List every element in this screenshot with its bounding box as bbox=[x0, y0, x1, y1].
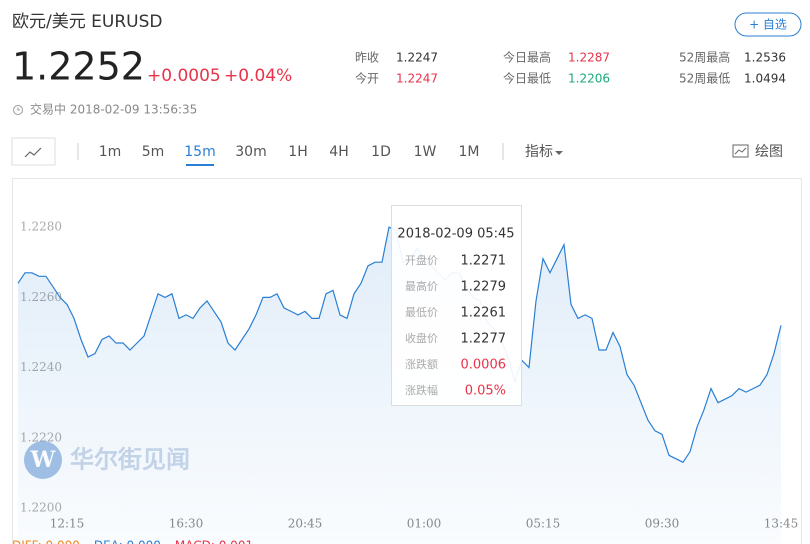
interval-tab[interactable]: 1H bbox=[288, 144, 307, 160]
stat-label: 52周最高 bbox=[679, 50, 730, 65]
watermark: W 华尔街见闻 bbox=[24, 441, 190, 479]
watchlist-button[interactable]: + 自选 bbox=[734, 12, 802, 37]
interval-tab[interactable]: 1W bbox=[414, 144, 437, 160]
tooltip-label: 涨跌额 bbox=[405, 357, 438, 371]
button-frame[interactable] bbox=[734, 12, 802, 37]
tooltip-value: 0.05% bbox=[465, 384, 506, 399]
button-frame[interactable] bbox=[11, 137, 56, 166]
interval-tab[interactable]: 1D bbox=[371, 144, 391, 160]
status: 交易中 2018-02-09 13:56:35 bbox=[30, 102, 197, 117]
tooltip: 2018-02-09 05:45 开盘价 1.2271 最高价 1.2279 最低价 1.… bbox=[391, 205, 522, 406]
price-change: +0.0005 bbox=[147, 66, 221, 86]
dropdown-arrow[interactable] bbox=[555, 151, 563, 155]
tooltip-frame bbox=[391, 205, 522, 406]
stat-value: 1.2287 bbox=[568, 51, 610, 65]
price-change-pct: +0.04% bbox=[224, 66, 292, 86]
clock-icon bbox=[13, 105, 23, 115]
y-tick-label: 1.2280 bbox=[20, 220, 62, 234]
watermark-text: 华尔街见闻 bbox=[70, 445, 190, 474]
stat-value: 1.2536 bbox=[744, 51, 786, 65]
stat-label: 昨收 bbox=[355, 51, 379, 65]
interval-tab[interactable]: 5m bbox=[142, 144, 165, 160]
interval-tabs: 1m 5m 15m 30m 1H 4H 1D 1W 1M bbox=[99, 144, 480, 166]
draw-button[interactable]: 绘图 bbox=[755, 144, 783, 160]
stat-value: 1.2206 bbox=[568, 72, 610, 86]
svg-text:W: W bbox=[30, 447, 56, 473]
indicator-label: DIFF: 0.000 bbox=[12, 539, 80, 544]
draw-icon[interactable] bbox=[732, 144, 749, 158]
title: 欧元/美元 EURUSD bbox=[12, 12, 162, 32]
chart-type-button[interactable] bbox=[11, 137, 56, 166]
stat-label: 52周最低 bbox=[679, 72, 730, 86]
tooltip-value: 1.2261 bbox=[461, 306, 507, 321]
stat-value: 1.2247 bbox=[396, 51, 438, 65]
interval-tab[interactable]: 30m bbox=[235, 144, 266, 160]
tooltip-value: 1.2271 bbox=[461, 254, 507, 269]
interval-tab[interactable]: 15m bbox=[184, 144, 215, 160]
indicator-menu[interactable]: 指标 bbox=[525, 144, 553, 160]
stats: 昨收 1.2247 今开 1.2247 今日最高 1.2287 今日最低 1.2206 52周最… bbox=[355, 50, 786, 86]
indicators: DIFF: 0.000 DEA: 0.000 MACD: 0.001 bbox=[12, 539, 253, 544]
interval-tab[interactable]: 1m bbox=[99, 144, 122, 160]
stat-label: 今日最高 bbox=[503, 50, 551, 65]
tooltip-value: 1.2277 bbox=[461, 332, 507, 347]
price: 1.2252 bbox=[12, 45, 145, 89]
stat-value: 1.2247 bbox=[396, 72, 438, 86]
stat-label: 今开 bbox=[355, 71, 379, 86]
tooltip-label: 涨跌幅 bbox=[405, 383, 438, 397]
tooltip-label: 最低价 bbox=[405, 306, 438, 319]
line-icon[interactable] bbox=[24, 147, 42, 158]
interval-tab[interactable]: 4H bbox=[329, 144, 348, 160]
interval-tab[interactable]: 1M bbox=[459, 144, 480, 160]
tooltip-label: 开盘价 bbox=[405, 253, 438, 267]
stat-label: 今日最低 bbox=[503, 71, 551, 86]
button-label[interactable]: + 自选 bbox=[749, 18, 787, 32]
tooltip-time: 2018-02-09 05:45 bbox=[397, 227, 514, 242]
stat-value: 1.0494 bbox=[744, 72, 786, 86]
tooltip-label: 收盘价 bbox=[405, 331, 438, 345]
indicator-label: MACD: 0.001 bbox=[175, 539, 253, 544]
indicator-label: DEA: 0.000 bbox=[94, 539, 161, 544]
tooltip-value: 0.0006 bbox=[461, 358, 507, 373]
tooltip-label: 最高价 bbox=[405, 279, 438, 293]
tooltip-value: 1.2279 bbox=[461, 280, 507, 295]
